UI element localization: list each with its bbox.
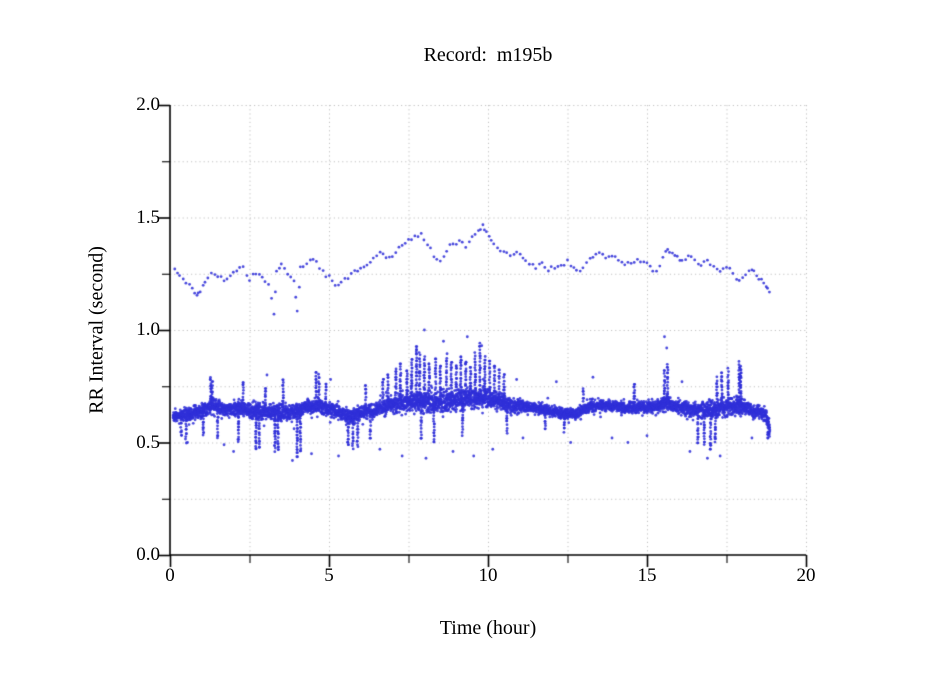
x-tick-label: 15 <box>637 565 657 586</box>
y-tick-label: 1.5 <box>136 206 160 228</box>
x-tick-label: 5 <box>324 565 334 586</box>
x-tick-label: 20 <box>796 565 816 586</box>
y-tick-label: 2.0 <box>136 94 160 115</box>
y-axis-label: RR Interval (second) <box>85 246 108 414</box>
x-axis-label: Time (hour) <box>439 617 537 639</box>
chart-title: Record: m195b <box>423 44 553 66</box>
y-tick-label: 0.0 <box>136 544 160 565</box>
x-tick-label: 0 <box>165 565 175 586</box>
y-tick-label: 0.5 <box>136 431 160 453</box>
y-tick-label: 1.0 <box>136 319 160 340</box>
x-tick-label: 10 <box>478 565 498 586</box>
